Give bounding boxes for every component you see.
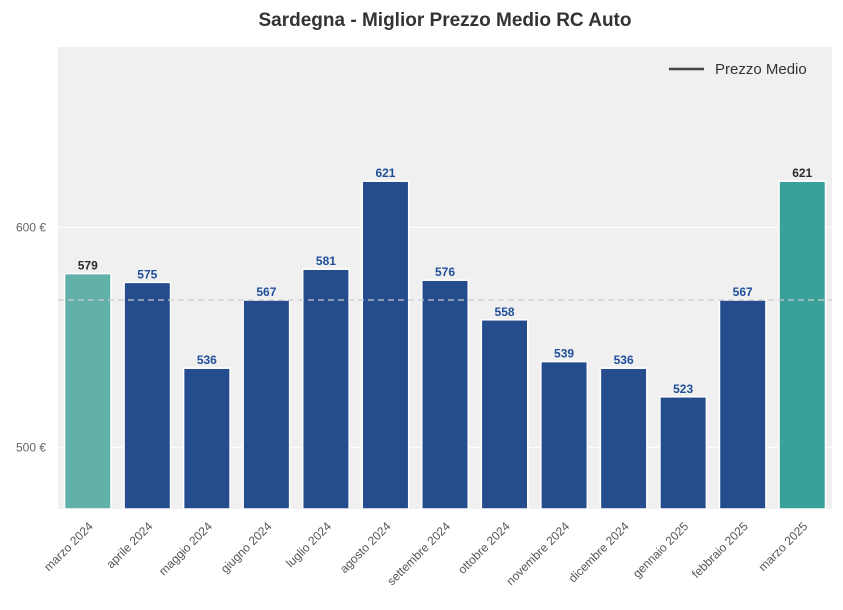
bar bbox=[480, 319, 529, 510]
x-tick-label: febbraio 2025 bbox=[689, 519, 751, 581]
bar-value-label: 523 bbox=[673, 382, 693, 396]
bar bbox=[718, 299, 767, 510]
bar-value-label: 621 bbox=[375, 166, 395, 180]
bar bbox=[361, 180, 410, 510]
legend: Prezzo Medio bbox=[669, 61, 807, 78]
y-tick-label: 500 € bbox=[16, 440, 46, 454]
x-tick-label: marzo 2024 bbox=[41, 519, 96, 574]
x-tick-label: ottobre 2024 bbox=[455, 519, 513, 577]
x-tick-label: novembre 2024 bbox=[503, 519, 572, 588]
x-tick-label: giugno 2024 bbox=[218, 519, 275, 576]
x-tick-label: gennaio 2025 bbox=[630, 519, 692, 581]
x-tick-label: luglio 2024 bbox=[283, 519, 334, 570]
y-axis-ticks: 500 € 600 € bbox=[16, 220, 46, 454]
bar bbox=[778, 180, 827, 510]
bar-value-label: 558 bbox=[495, 305, 515, 319]
legend-entry-prezzo-medio: Prezzo Medio bbox=[715, 61, 807, 78]
x-tick-label: marzo 2025 bbox=[756, 519, 811, 574]
bar bbox=[421, 279, 469, 510]
x-tick-label: aprile 2024 bbox=[104, 519, 156, 571]
bar-value-label: 539 bbox=[554, 347, 574, 361]
bar bbox=[123, 281, 172, 510]
y-tick-label: 600 € bbox=[16, 220, 46, 234]
bar-value-label: 536 bbox=[197, 353, 217, 367]
x-axis-ticks: marzo 2024 aprile 2024 maggio 2024 giugno 2… bbox=[41, 519, 810, 588]
bar-value-label: 567 bbox=[256, 285, 276, 299]
bar-value-label: 536 bbox=[614, 353, 634, 367]
bar bbox=[659, 396, 708, 510]
bar-value-label: 567 bbox=[733, 285, 753, 299]
value-labels-group: 579 575 536 567 581 621 576 558 539 536 523 567 621 bbox=[78, 166, 813, 396]
x-tick-label: agosto 2024 bbox=[337, 519, 394, 576]
x-tick-label: maggio 2024 bbox=[156, 519, 215, 578]
x-tick-label: settembre 2024 bbox=[384, 519, 453, 588]
bar bbox=[301, 268, 350, 510]
bar bbox=[63, 272, 112, 510]
bar-value-label: 621 bbox=[792, 166, 812, 180]
x-tick-label: dicembre 2024 bbox=[566, 519, 632, 585]
bar bbox=[540, 360, 589, 510]
bar-value-label: 579 bbox=[78, 259, 98, 273]
bar bbox=[599, 367, 648, 510]
chart-title: Sardegna - Miglior Prezzo Medio RC Auto bbox=[259, 10, 632, 31]
bar-value-label: 575 bbox=[137, 267, 157, 281]
bar bbox=[242, 299, 291, 510]
bar-value-label: 581 bbox=[316, 254, 336, 268]
bars-group bbox=[63, 180, 827, 510]
bar-value-label: 576 bbox=[435, 265, 455, 279]
bar bbox=[182, 367, 231, 510]
